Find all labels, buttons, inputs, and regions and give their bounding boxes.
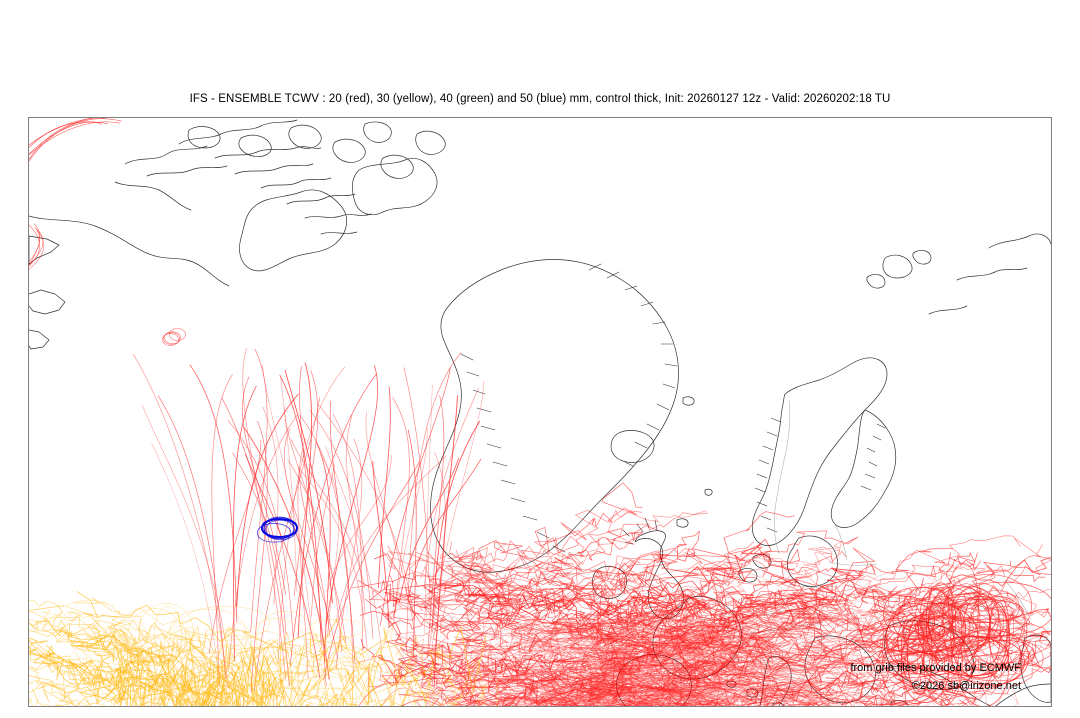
credit-copyright: ©2026 sb@irizone.net bbox=[911, 680, 1021, 692]
map-frame: from grib files provided by ECMWF ©2026 … bbox=[28, 117, 1052, 707]
credit-source: from grib files provided by ECMWF bbox=[850, 662, 1021, 674]
control-run-contours bbox=[260, 517, 299, 539]
coastlines-layer bbox=[29, 119, 1051, 706]
spaghetti-contour-map bbox=[29, 118, 1051, 706]
contour-group-20mm bbox=[29, 118, 1051, 706]
chart-title: IFS - ENSEMBLE TCWV : 20 (red), 30 (yell… bbox=[189, 93, 891, 105]
contour-group-30mm bbox=[29, 590, 499, 706]
